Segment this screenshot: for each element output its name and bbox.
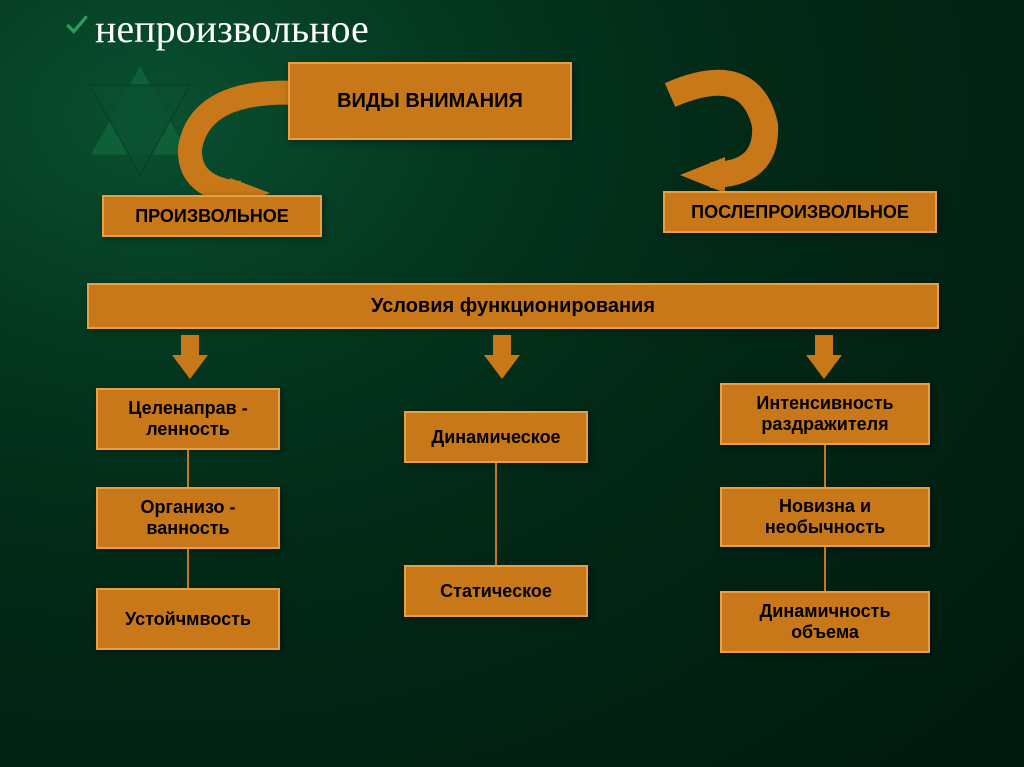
node-label: Динамическое <box>431 427 560 448</box>
node-label: ПОСЛЕПРОИЗВОЛЬНОЕ <box>691 202 909 223</box>
node-label: Организо - ванность <box>141 497 236 539</box>
node-conditions: Условия функционирования <box>87 283 939 329</box>
curved-arrow-right-icon <box>640 55 790 195</box>
node-label: ПРОИЗВОЛЬНОЕ <box>135 206 289 227</box>
node-post-voluntary: ПОСЛЕПРОИЗВОЛЬНОЕ <box>663 191 937 233</box>
node-stability: Устойчмвость <box>96 588 280 650</box>
node-label: ВИДЫ ВНИМАНИЯ <box>337 90 523 113</box>
node-voluntary: ПРОИЗВОЛЬНОЕ <box>102 195 322 237</box>
connector-line <box>495 463 497 565</box>
node-label: Новизна и необычность <box>765 496 885 538</box>
node-intensity: Интенсивность раздражителя <box>720 383 930 445</box>
connector-line <box>187 549 189 588</box>
connector-line <box>824 547 826 591</box>
node-volume-dynamics: Динамичность объема <box>720 591 930 653</box>
down-arrow-icon <box>484 335 520 379</box>
slide-title: непроизвольное <box>95 5 369 52</box>
node-dynamic: Динамическое <box>404 411 588 463</box>
node-label: Динамичность объема <box>759 601 890 643</box>
node-label: Условия функционирования <box>371 295 655 318</box>
node-label: Интенсивность раздражителя <box>756 393 893 435</box>
connector-line <box>187 450 189 487</box>
node-label: Целенаправ - ленность <box>128 398 247 440</box>
node-label: Устойчмвость <box>125 609 251 630</box>
node-purposefulness: Целенаправ - ленность <box>96 388 280 450</box>
node-types-of-attention: ВИДЫ ВНИМАНИЯ <box>288 62 572 140</box>
connector-line <box>824 445 826 487</box>
node-label: Статическое <box>440 581 552 602</box>
down-arrow-icon <box>172 335 208 379</box>
node-organization: Организо - ванность <box>96 487 280 549</box>
node-static: Статическое <box>404 565 588 617</box>
checkmark-icon <box>64 12 90 45</box>
node-novelty: Новизна и необычность <box>720 487 930 547</box>
down-arrow-icon <box>806 335 842 379</box>
